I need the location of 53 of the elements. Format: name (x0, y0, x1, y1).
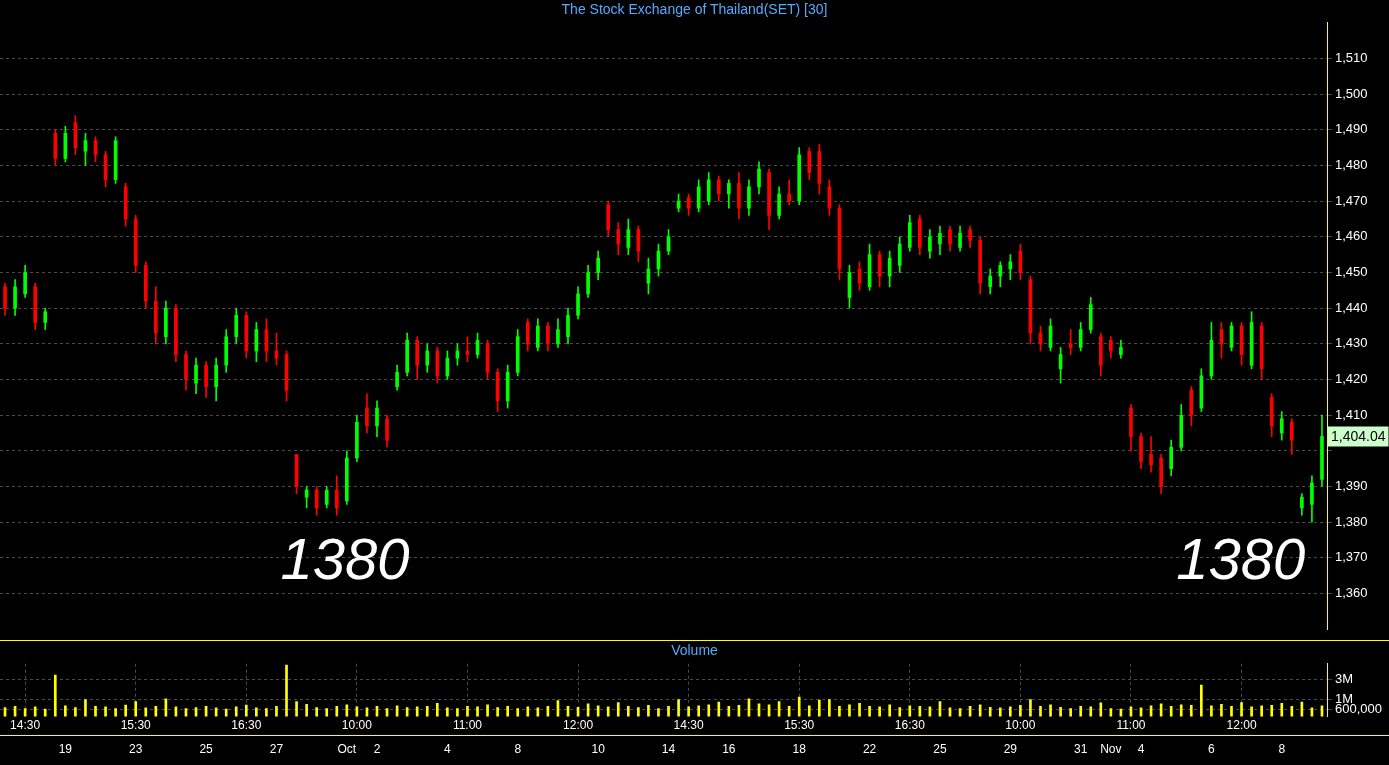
x-tick-label: 11:00 (452, 718, 483, 733)
y-tick-label: 1,380 (1335, 513, 1368, 529)
category-label: 4 (1137, 742, 1145, 756)
y-tick-label: 1,460 (1335, 228, 1368, 244)
category-label: 2 (373, 742, 381, 756)
category-label: 8 (1278, 742, 1286, 756)
category-label: 4 (444, 742, 451, 756)
category-label: 22 (862, 742, 877, 756)
y-tick-label: 1,370 (1335, 549, 1368, 565)
x-tick-label: 16:30 (894, 718, 926, 733)
category-label: 29 (1003, 742, 1018, 756)
category-label: 14 (661, 742, 676, 756)
category-label: Nov (1100, 742, 1122, 756)
category-label: 8 (514, 742, 522, 756)
category-label: 25 (933, 742, 947, 756)
category-label: 27 (269, 742, 284, 756)
x-tick-label: 12:00 (1226, 718, 1257, 733)
category-label: 31 (1074, 742, 1088, 756)
y-tick-label: 1,500 (1335, 85, 1368, 101)
y-tick-label: 1,390 (1335, 478, 1368, 494)
y-tick-label: 1,440 (1335, 299, 1368, 315)
x-tick-label: 11:00 (1116, 718, 1146, 733)
x-tick-label: 12:00 (563, 718, 594, 733)
y-tick-label: 1,360 (1335, 585, 1368, 601)
chart-title: Volume (671, 642, 719, 659)
y-tick-label: 1,410 (1335, 406, 1368, 422)
x-tick-label: 16:30 (231, 718, 262, 733)
x-tick-label: 14:30 (673, 718, 704, 733)
category-label: 23 (129, 742, 143, 756)
y-tick-label: 1,490 (1335, 121, 1368, 137)
y-tick-label: 1,480 (1335, 157, 1368, 173)
chart-title: The Stock Exchange of Thailand(SET) [30] (561, 1, 828, 18)
x-tick-label: 10:00 (341, 718, 373, 733)
y-tick-label: 1,430 (1335, 335, 1368, 351)
text: 1,404.04 (1331, 428, 1386, 445)
annotation: 1380 (280, 525, 410, 591)
category-label: Oct (337, 742, 357, 756)
category-label: 6 (1208, 742, 1215, 756)
y-tick-label: 1,510 (1335, 50, 1368, 66)
y-tick-label: 1,420 (1335, 371, 1368, 387)
y-tick-label: 1,470 (1335, 192, 1368, 208)
annotation: 1380 (1176, 525, 1306, 591)
x-tick-label: 15:30 (784, 718, 815, 733)
category-label: 25 (199, 742, 213, 756)
x-tick-label: 10:00 (1005, 718, 1036, 733)
category-label: 19 (58, 742, 73, 756)
category-label: 18 (792, 742, 806, 756)
x-tick-label: 14:30 (10, 718, 41, 733)
y-tick-label: 3M (1335, 671, 1354, 687)
y-tick-label: 1,450 (1335, 264, 1368, 280)
x-tick-label: 15:30 (120, 718, 152, 733)
category-label: 10 (591, 742, 605, 756)
category-label: 16 (722, 742, 736, 756)
